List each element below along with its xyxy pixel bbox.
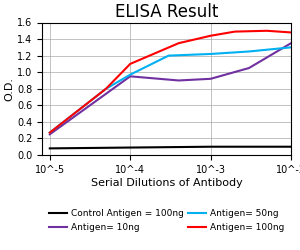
Legend: Control Antigen = 100ng, Antigen= 10ng, Antigen= 50ng, Antigen= 100ng: Control Antigen = 100ng, Antigen= 10ng, …: [45, 206, 288, 236]
Title: ELISA Result: ELISA Result: [115, 3, 218, 21]
X-axis label: Serial Dilutions of Antibody: Serial Dilutions of Antibody: [91, 178, 242, 188]
Y-axis label: O.D.: O.D.: [4, 77, 14, 101]
